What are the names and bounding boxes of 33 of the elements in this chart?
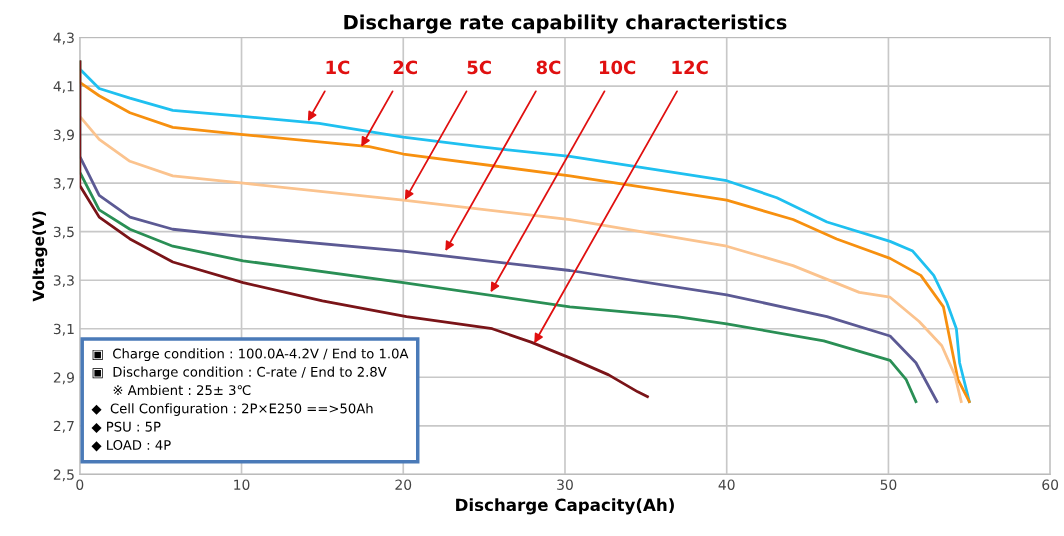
y-tick-label: 3,9 xyxy=(53,129,74,142)
annotation: 10C xyxy=(599,60,636,75)
x-tick-label: 20 xyxy=(395,479,412,490)
x-tick-label: 60 xyxy=(1042,479,1059,490)
x-axis-title: Discharge Capacity(Ah) xyxy=(456,498,674,515)
y-axis-title: Voltage(V) xyxy=(32,211,48,302)
y-tick-label: 2,9 xyxy=(53,372,74,385)
x-tick-label: 50 xyxy=(880,479,897,490)
annotation: 12C xyxy=(672,60,708,75)
annotation: 8C xyxy=(536,60,561,75)
x-tick-label: 40 xyxy=(718,479,735,490)
y-tick-label: 4,1 xyxy=(53,81,74,93)
x-tick-label: 0 xyxy=(76,479,84,490)
y-tick-label: 2,5 xyxy=(53,469,74,482)
y-tick-label: 2,7 xyxy=(53,420,74,433)
y-tick-label: 3,3 xyxy=(53,275,74,288)
annotation: ◆ LOAD : 4P xyxy=(91,439,171,452)
annotation: 2C xyxy=(393,60,418,75)
annotation: 1C xyxy=(326,60,350,75)
x-tick-label: 10 xyxy=(234,479,250,490)
annotation: ◆ PSU : 5P xyxy=(91,421,161,434)
x-tick-label: 30 xyxy=(557,479,573,490)
annotation: ※ Ambient : 25± 3℃ xyxy=(113,384,251,396)
line-series xyxy=(79,60,649,399)
annotation: ▣ Charge condition : 100.0A-4.2V / End to 1.0A xyxy=(92,348,409,362)
annotation: 5C xyxy=(467,60,491,75)
y-tick-label: 4,3 xyxy=(53,32,74,45)
y-tick-label: 3,5 xyxy=(53,226,74,239)
y-tick-label: 3,1 xyxy=(53,323,74,336)
annotation: ▣ Discharge condition : C-rate / End to 2.8V xyxy=(92,366,387,380)
y-tick-label: 3,7 xyxy=(53,178,74,191)
chart-title: Discharge rate capability characteristics xyxy=(344,14,787,34)
annotation: ◆ Cell Configuration : 2P×E250 ==>50Ah xyxy=(91,403,373,416)
